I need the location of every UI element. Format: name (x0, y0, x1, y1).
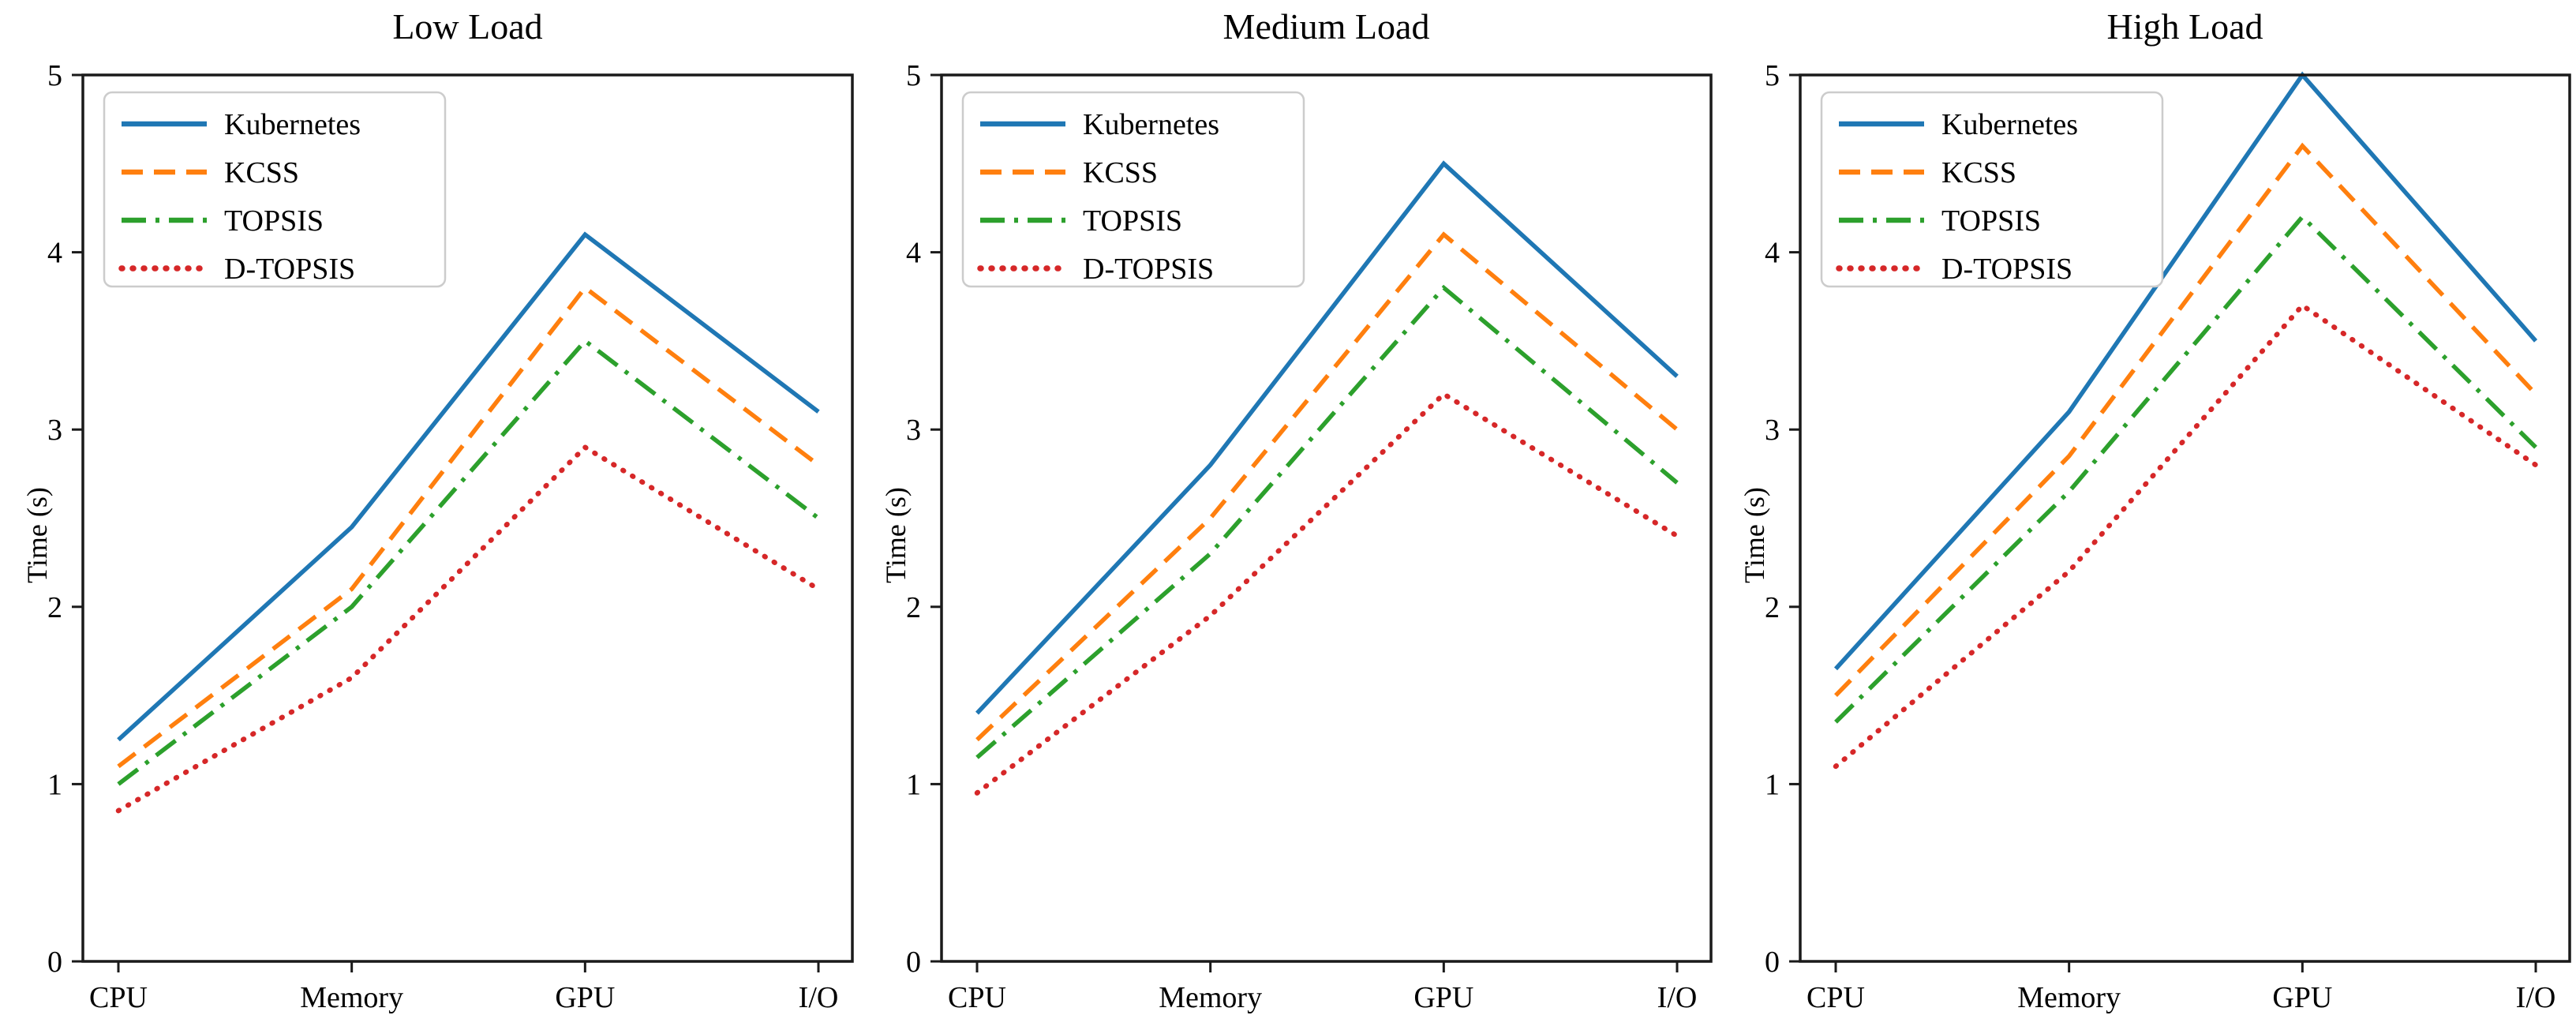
y-tick-label: 0 (47, 946, 62, 979)
subplot-medium-load: 0 1 2 3 4 5 CPU Memory GPU I/O Kubernetes KCSS TOPSI… (859, 0, 1717, 1034)
y-axis-ticks: 0 1 2 3 4 5 (906, 59, 942, 979)
legend-label-topsis: TOPSIS (1083, 204, 1182, 238)
y-axis-ticks: 0 1 2 3 4 5 (1765, 59, 1800, 979)
y-axis-label-low-load: Time (s) (21, 487, 53, 583)
legend-label-kcss: KCSS (1941, 156, 2016, 189)
x-tick-label: GPU (2272, 981, 2332, 1014)
legend-label-kubernetes: Kubernetes (1941, 108, 2078, 141)
legend-label-kubernetes: Kubernetes (224, 108, 361, 141)
legend: Kubernetes KCSS TOPSIS D-TOPSIS (103, 91, 447, 288)
medium-load-line-chart: 0 1 2 3 4 5 CPU Memory GPU I/O Kubernetes KCSS TOPSI… (906, 59, 1713, 1014)
y-tick-label: 0 (906, 946, 921, 979)
legend: Kubernetes KCSS TOPSIS D-TOPSIS (1820, 91, 2164, 288)
legend-label-d-topsis: D-TOPSIS (224, 253, 355, 286)
y-tick-label: 2 (1765, 591, 1780, 624)
x-tick-label: I/O (1657, 981, 1698, 1014)
legend-box (961, 91, 1305, 288)
x-axis-ticks: CPU Memory GPU I/O (1807, 961, 2555, 1014)
high-load-line-chart: 0 1 2 3 4 5 CPU Memory GPU I/O Kubernetes KCSS TOPSI… (1765, 59, 2571, 1014)
y-tick-label: 3 (1765, 414, 1780, 447)
x-tick-label: Memory (1159, 981, 1262, 1014)
x-tick-label: GPU (1413, 981, 1473, 1014)
y-tick-label: 5 (47, 59, 62, 92)
legend-label-topsis: TOPSIS (224, 204, 324, 238)
x-axis-ticks: CPU Memory GPU I/O (89, 961, 838, 1014)
series-line-d-topsis (974, 391, 1680, 796)
y-tick-label: 4 (47, 237, 62, 270)
y-tick-label: 2 (906, 591, 921, 624)
y-tick-label: 4 (1765, 237, 1780, 270)
legend-box (103, 91, 447, 288)
y-tick-label: 5 (906, 59, 921, 92)
series-line-topsis (975, 284, 1679, 759)
series-line-topsis (1834, 213, 2537, 724)
series-line-d-topsis (1833, 302, 2539, 770)
y-tick-label: 5 (1765, 59, 1780, 92)
y-axis-label-high-load: Time (s) (1739, 487, 1770, 583)
y-tick-label: 1 (906, 768, 921, 801)
legend-label-kcss: KCSS (224, 156, 299, 189)
y-tick-label: 1 (47, 768, 62, 801)
legend: Kubernetes KCSS TOPSIS D-TOPSIS (961, 91, 1305, 288)
axes-frame (1799, 73, 2571, 963)
subplot-title-low-load: Low Load (392, 6, 543, 47)
x-tick-label: CPU (89, 981, 148, 1014)
legend-label-kubernetes: Kubernetes (1083, 108, 1219, 141)
y-tick-label: 2 (47, 591, 62, 624)
legend-label-topsis: TOPSIS (1941, 204, 2041, 238)
x-tick-label: I/O (2516, 981, 2556, 1014)
subplot-title-medium-load: Medium Load (1222, 6, 1430, 47)
series-line-kcss (1834, 142, 2538, 698)
legend-label-d-topsis: D-TOPSIS (1941, 253, 2072, 286)
series-line-kubernetes (975, 160, 1679, 715)
legend-label-kcss: KCSS (1083, 156, 1158, 189)
x-axis-ticks: CPU Memory GPU I/O (948, 961, 1697, 1014)
axes-frame (940, 73, 1713, 963)
x-tick-label: GPU (555, 981, 615, 1014)
y-tick-label: 4 (906, 237, 921, 270)
x-tick-label: Memory (2017, 981, 2121, 1014)
x-tick-label: Memory (300, 981, 403, 1014)
legend-box (1820, 91, 2164, 288)
y-tick-label: 1 (1765, 768, 1780, 801)
series-line-kcss (117, 284, 820, 769)
y-axis-label-medium-load: Time (s) (880, 487, 912, 583)
series-line-kcss (975, 231, 1679, 742)
subplot-title-high-load: High Load (2106, 6, 2263, 47)
y-tick-label: 3 (47, 414, 62, 447)
y-tick-label: 0 (1765, 946, 1780, 979)
x-tick-label: CPU (948, 981, 1006, 1014)
subplot-high-load: 0 1 2 3 4 5 CPU Memory GPU I/O Kubernetes KCSS TOPSI… (1717, 0, 2576, 1034)
axes-frame (81, 73, 854, 963)
series-line-kubernetes (1833, 71, 2538, 671)
legend-label-d-topsis: D-TOPSIS (1083, 253, 1214, 286)
series-line-d-topsis (115, 444, 822, 814)
series-line-topsis (117, 338, 820, 786)
y-tick-label: 3 (906, 414, 921, 447)
low-load-line-chart: 0 1 2 3 4 5 CPU Memory GPU I/O Kubernetes KCSS TOPSI… (47, 59, 854, 1014)
subplot-low-load: 0 1 2 3 4 5 CPU Memory GPU I/O Kubernetes KCSS TOPSI… (0, 0, 859, 1034)
x-tick-label: CPU (1807, 981, 1865, 1014)
series-line-kubernetes (117, 231, 820, 742)
y-axis-ticks: 0 1 2 3 4 5 (47, 59, 83, 979)
x-tick-label: I/O (799, 981, 839, 1014)
